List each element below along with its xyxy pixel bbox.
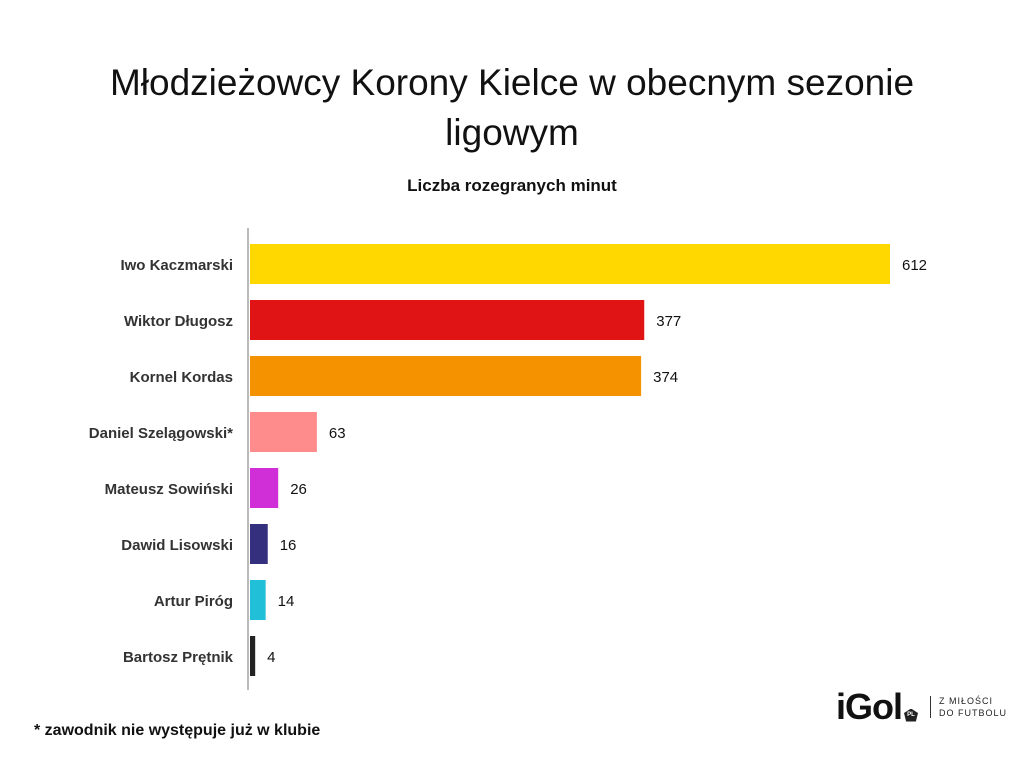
chart-title: Młodzieżowcy Korony Kielce w obecnym sez… (109, 62, 915, 153)
bar (250, 524, 268, 564)
category-label: Bartosz Prętnik (123, 649, 234, 666)
bar (250, 300, 645, 340)
logo-wordmark: iGol (836, 686, 903, 727)
footnote: * zawodnik nie występuje już w klubie (34, 722, 321, 739)
bar (250, 468, 279, 508)
category-label: Wiktor Długosz (124, 313, 233, 330)
category-label: Iwo Kaczmarski (120, 257, 233, 274)
category-label: Kornel Kordas (130, 369, 233, 386)
logo-tagline: Z MIŁOŚCI DO FUTBOLU (939, 695, 1007, 719)
bar (250, 244, 890, 284)
category-label: Dawid Lisowski (121, 537, 233, 554)
value-label: 377 (656, 313, 681, 330)
value-label: 612 (902, 257, 927, 274)
value-label: 4 (267, 649, 275, 666)
bar (250, 412, 317, 452)
value-label: 26 (290, 481, 307, 498)
category-label: Artur Piróg (154, 593, 233, 610)
bar (250, 580, 266, 620)
bar (250, 636, 256, 676)
value-label: 374 (653, 369, 678, 386)
logo-divider (930, 696, 931, 718)
igol-logo: iGol PL Z MIŁOŚCI DO FUTBOLU (836, 686, 1007, 728)
value-label: 14 (278, 593, 295, 610)
category-label: Mateusz Sowiński (105, 481, 233, 498)
tagline-line-1: Z MIŁOŚCI (939, 696, 994, 706)
category-label: Daniel Szelągowski* (89, 425, 233, 442)
chart-subtitle: Liczba rozegranych minut (407, 176, 617, 195)
value-label: 16 (280, 537, 297, 554)
bar (250, 356, 642, 396)
logo-badge: PL (904, 708, 918, 722)
tagline-line-2: DO FUTBOLU (939, 708, 1008, 718)
value-label: 63 (329, 425, 346, 442)
